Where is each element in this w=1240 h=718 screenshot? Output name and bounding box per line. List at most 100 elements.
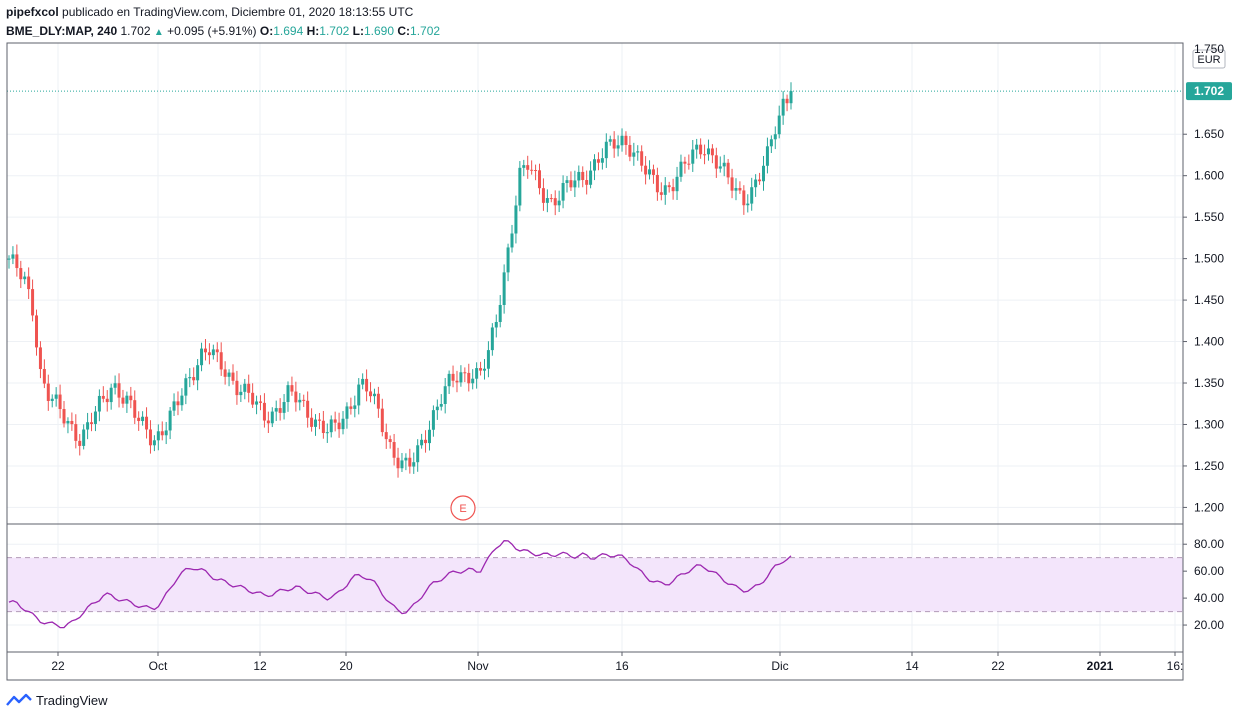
author-name[interactable]: pipefxcol: [6, 5, 59, 19]
candle-body: [196, 365, 200, 381]
candle-body: [651, 169, 655, 175]
candle-body: [565, 180, 569, 183]
footer-brand[interactable]: TradingView: [6, 690, 108, 710]
candle-body: [644, 165, 648, 175]
candle-body: [129, 395, 133, 401]
symbol-label[interactable]: BME_DLY:MAP, 240: [6, 24, 118, 38]
last-price-badge: [1186, 82, 1232, 101]
candle-body: [310, 417, 314, 427]
candle-body: [329, 419, 333, 433]
candle-body: [113, 383, 117, 388]
candle-body: [184, 378, 188, 396]
candle-body: [376, 393, 380, 409]
candle-body: [251, 392, 255, 405]
candle-body: [589, 170, 593, 185]
candle-body: [663, 185, 667, 195]
candle-body: [341, 418, 345, 430]
top-partial-tick: 1.750: [1194, 42, 1224, 56]
candle-body: [687, 163, 691, 165]
candle-body: [35, 315, 39, 348]
rsi-tick-label: 60.00: [1194, 564, 1224, 578]
candle-body: [758, 179, 762, 182]
candle-body: [443, 386, 447, 405]
rsi-axis-ticks: 20.00 40.00 60.00 80.00: [1183, 537, 1224, 632]
earnings-marker-circle[interactable]: [450, 495, 476, 521]
candle-body: [593, 159, 597, 171]
last-price: 1.702: [120, 24, 151, 38]
candle-body: [616, 145, 620, 149]
candle-body: [321, 420, 325, 434]
price-tick-label: 1.300: [1194, 417, 1224, 431]
candle-body: [624, 135, 628, 145]
candle-body: [58, 394, 62, 410]
candle-body: [545, 198, 549, 203]
candle-body: [420, 439, 424, 446]
candle-body: [569, 180, 573, 188]
rsi-tick-label: 20.00: [1194, 618, 1224, 632]
close-label: C:: [397, 24, 411, 38]
candle-body: [203, 348, 207, 353]
brand-name: TradingView: [36, 692, 108, 708]
candle-body: [538, 170, 542, 189]
price-tick-label: 1.400: [1194, 335, 1224, 349]
candle-body: [734, 188, 738, 191]
high-value: 1.702: [319, 24, 350, 38]
price-chart[interactable]: 1.200 1.250 1.300 1.350 1.400 1.450 1.500 1.550…: [0, 0, 1240, 690]
candle-body: [117, 383, 121, 398]
candle-body: [573, 180, 577, 188]
tradingview-logo-icon: [6, 693, 32, 706]
earnings-marker[interactable]: E: [450, 495, 476, 521]
high-label: H:: [306, 24, 320, 38]
price-tick-label: 1.350: [1194, 376, 1224, 390]
candle-body: [388, 439, 392, 443]
grid-lines: [7, 43, 1183, 652]
candle-body: [188, 377, 192, 379]
price-tick-label: 1.250: [1194, 459, 1224, 473]
time-tick-label: Nov: [467, 659, 488, 673]
candle-body: [683, 161, 687, 164]
candle-body: [561, 182, 565, 201]
candle-body: [392, 442, 396, 458]
candle-body: [750, 187, 754, 204]
currency-box[interactable]: [1192, 49, 1226, 69]
candle-body: [695, 144, 699, 150]
candle-body: [298, 399, 302, 403]
candle-body: [38, 347, 42, 370]
candle-body: [211, 349, 215, 356]
candle-body: [648, 169, 652, 175]
time-tick-label: Dic: [771, 659, 788, 673]
candle-body: [270, 411, 274, 424]
price-tick-label: 1.450: [1194, 293, 1224, 307]
candle-body: [726, 162, 730, 178]
candle-body: [773, 134, 777, 140]
candle-body: [612, 139, 616, 149]
candle-body: [31, 289, 35, 316]
candle-body: [710, 148, 714, 156]
candle-body: [286, 385, 290, 403]
candle-body: [761, 165, 765, 182]
candle-body: [412, 462, 416, 467]
low-value: 1.690: [363, 24, 394, 38]
candle-body: [369, 391, 373, 397]
candle-body: [494, 321, 498, 328]
candle-body: [451, 373, 455, 381]
candle-body: [518, 167, 522, 206]
candle-body: [66, 420, 70, 424]
candle-body: [180, 395, 184, 406]
candle-body: [168, 410, 172, 431]
candle-body: [510, 233, 514, 248]
candle-body: [447, 373, 451, 387]
candle-body: [235, 380, 239, 396]
publish-line: pipefxcol publicado en TradingView.com, …: [6, 4, 1206, 20]
candle-body: [384, 432, 388, 440]
candle-body: [121, 397, 125, 404]
candle-body: [109, 387, 113, 403]
candle-body: [502, 272, 506, 305]
candle-body: [463, 372, 467, 374]
candle-body: [137, 417, 141, 422]
rsi-tick-label: 40.00: [1194, 591, 1224, 605]
candle-body: [522, 165, 526, 168]
candle-body: [78, 440, 82, 446]
candle-body: [608, 139, 612, 142]
candle-body: [479, 368, 483, 371]
